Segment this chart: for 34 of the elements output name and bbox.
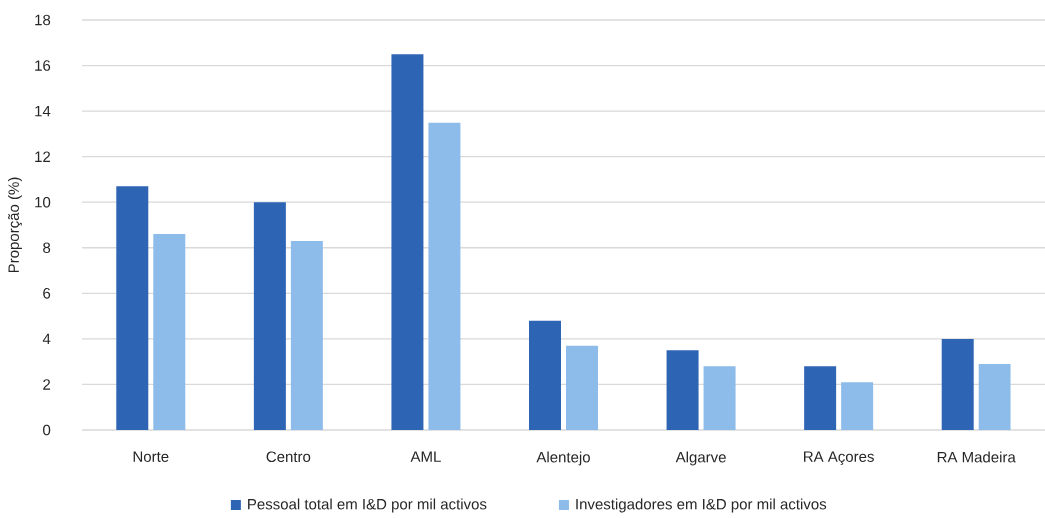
bar xyxy=(153,234,186,430)
bar xyxy=(841,382,874,430)
y-tick-label: 0 xyxy=(43,424,51,436)
bar xyxy=(666,350,699,430)
y-tick-label: 10 xyxy=(35,196,51,208)
x-tick-label: Alentejo xyxy=(536,451,590,466)
x-tick-label: RA Açores xyxy=(804,451,874,465)
bar xyxy=(529,320,561,430)
bar xyxy=(703,366,736,430)
y-tick-label: 4 xyxy=(42,333,51,345)
y-tick-label: 18 xyxy=(35,14,51,26)
y-tick-label: 8 xyxy=(43,242,51,254)
bar xyxy=(566,345,598,430)
y-tick-label: 14 xyxy=(35,105,51,117)
y-axis-title: Proporção (%) xyxy=(7,177,23,273)
y-tick-label: 2 xyxy=(43,379,51,390)
x-tick-label: Norte xyxy=(133,451,169,462)
x-tick-label: Algarve xyxy=(675,451,726,466)
y-tick-label: 16 xyxy=(35,60,51,71)
bar xyxy=(804,366,837,430)
legend-label: Pessoal total em I&D por mil activos xyxy=(248,498,487,513)
y-tick-label: 12 xyxy=(35,151,51,162)
y-tick-label: 6 xyxy=(43,288,51,299)
bar xyxy=(253,202,286,430)
x-tick-label: AML xyxy=(410,451,441,462)
bar xyxy=(290,240,323,430)
bar xyxy=(391,54,424,430)
bar xyxy=(116,186,149,430)
bar xyxy=(941,338,974,430)
x-tick-label: RA Madeira xyxy=(937,451,1016,463)
x-tick-label: Centro xyxy=(266,451,311,463)
legend-label: Investigadores em I&D por mil activos xyxy=(576,498,827,513)
bar xyxy=(428,122,461,430)
bar xyxy=(978,363,1011,430)
